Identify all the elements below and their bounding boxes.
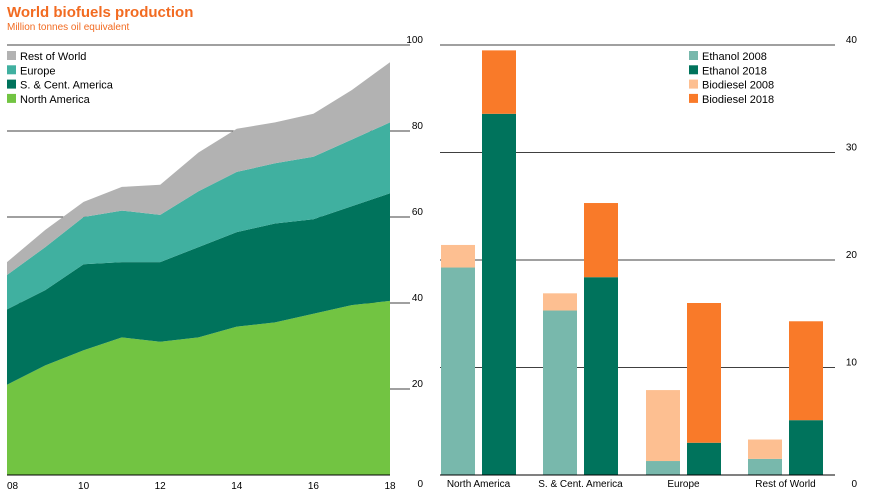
left-y-tick-label: 0 [417, 479, 423, 490]
right-x-tick-label: Rest of World [755, 479, 815, 490]
bar-biodiesel-2008 [748, 439, 782, 459]
bar-ethanol-2008 [543, 310, 577, 475]
legend-label: Europe [20, 65, 55, 77]
right-y-tick-label: 10 [846, 358, 858, 369]
right-x-tick-label: North America [447, 479, 511, 490]
legend-label: Rest of World [20, 51, 86, 63]
bar-ethanol-2018 [789, 420, 823, 475]
bar-ethanol-2018 [482, 113, 516, 476]
right-y-tick-label: 0 [851, 479, 857, 490]
left-x-tick-label: 12 [155, 481, 167, 492]
left-x-tick-label: 14 [231, 481, 243, 492]
area-europe [7, 122, 390, 310]
legend-label: Ethanol 2008 [702, 51, 767, 63]
bar-biodiesel-2008 [441, 244, 475, 268]
left-y-tick-label: 20 [412, 379, 424, 390]
left-x-tick-label: 18 [384, 481, 396, 492]
left-x-tick-label: 16 [308, 481, 320, 492]
legend-swatch [689, 79, 698, 89]
bar-ethanol-2018 [687, 442, 721, 475]
area-north-america [7, 300, 390, 475]
chart-title: World biofuels production [7, 4, 194, 21]
right-y-tick-label: 40 [846, 35, 858, 46]
legend-swatch [7, 65, 16, 75]
left-y-tick-label: 80 [412, 121, 424, 132]
legend-label: Biodiesel 2008 [702, 80, 774, 92]
bar-biodiesel-2018 [687, 303, 721, 443]
area-rest-of-world [7, 62, 390, 276]
left-x-tick-label: 10 [78, 481, 90, 492]
legend-swatch [689, 65, 698, 75]
bar-ethanol-2018 [584, 277, 618, 475]
right-x-tick-label: S. & Cent. America [538, 479, 623, 490]
chart-subtitle: Million tonnes oil equivalent [7, 22, 130, 33]
right-y-tick-label: 30 [846, 143, 858, 154]
legend-label: Biodiesel 2018 [702, 94, 774, 106]
right-y-tick-label: 20 [846, 250, 858, 261]
legend-swatch [689, 93, 698, 103]
right-x-tick-label: Europe [667, 479, 700, 490]
legend-swatch [7, 51, 16, 60]
legend-label: North America [20, 94, 91, 106]
bar-biodiesel-2008 [543, 293, 577, 311]
left-x-tick-label: 08 [7, 481, 19, 492]
area-s-cent-america [7, 193, 390, 385]
legend-swatch [7, 93, 16, 103]
left-y-tick-label: 60 [412, 207, 424, 218]
legend-swatch [7, 79, 16, 89]
bar-ethanol-2008 [748, 458, 782, 475]
bar-ethanol-2008 [441, 267, 475, 475]
bar-biodiesel-2008 [646, 390, 680, 462]
bar-biodiesel-2018 [789, 321, 823, 421]
left-y-tick-label: 40 [412, 293, 424, 304]
legend-label: S. & Cent. America [20, 80, 114, 92]
legend-swatch [689, 51, 698, 60]
bar-ethanol-2008 [646, 461, 680, 475]
bar-biodiesel-2018 [584, 203, 618, 278]
legend-label: Ethanol 2018 [702, 65, 767, 77]
left-y-tick-label: 100 [406, 35, 423, 46]
bar-biodiesel-2018 [482, 50, 516, 114]
